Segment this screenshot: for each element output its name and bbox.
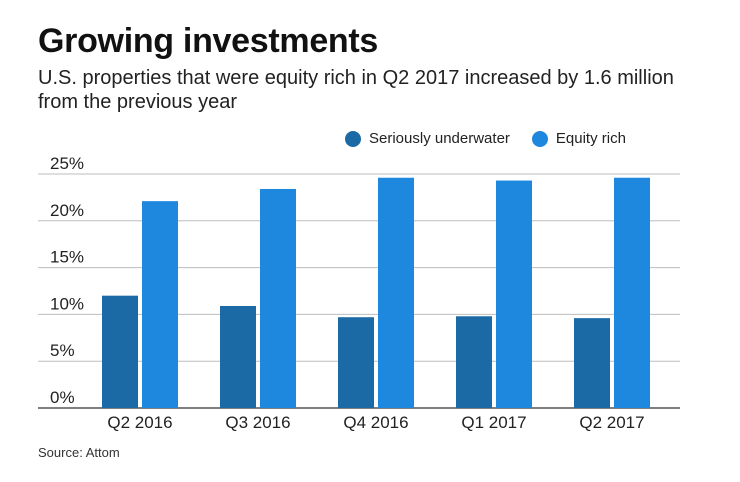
x-tick-label: Q2 2016	[107, 413, 172, 432]
y-tick-label: 5%	[50, 341, 75, 360]
source-note: Source: Attom	[38, 445, 120, 460]
legend-item-equity: Equity rich	[531, 130, 626, 147]
chart-title: Growing investments	[38, 22, 379, 60]
chart-subtitle: U.S. properties that were equity rich in…	[38, 67, 674, 113]
x-tick-label: Q1 2017	[461, 413, 526, 432]
legend-label-equity: Equity rich	[555, 130, 626, 147]
legend-label-underwater: Seriously underwater	[369, 130, 510, 147]
legend-swatch-underwater	[345, 130, 361, 147]
legend-swatch-equity	[531, 130, 548, 147]
bar-equity	[378, 177, 414, 408]
y-tick-label: 15%	[50, 248, 84, 267]
y-tick-label: 20%	[50, 201, 84, 220]
bar-equity	[260, 188, 296, 408]
bar-underwater	[102, 295, 138, 408]
x-tick-label: Q3 2016	[225, 413, 290, 432]
y-tick-label: 10%	[50, 294, 84, 313]
legend-item-underwater: Seriously underwater	[345, 130, 510, 147]
legend: Seriously underwater Equity rich	[345, 130, 648, 147]
bar-equity	[496, 180, 532, 408]
bar-underwater	[574, 318, 610, 408]
bar-underwater	[220, 305, 256, 408]
y-tick-label: 25%	[50, 154, 84, 173]
x-tick-label: Q2 2017	[579, 413, 644, 432]
x-tick-label: Q4 2016	[343, 413, 408, 432]
y-tick-label: 0%	[50, 388, 75, 407]
bar-equity	[614, 177, 650, 408]
bar-equity	[142, 201, 178, 408]
bar-underwater	[456, 316, 492, 408]
bar-underwater	[338, 317, 374, 408]
